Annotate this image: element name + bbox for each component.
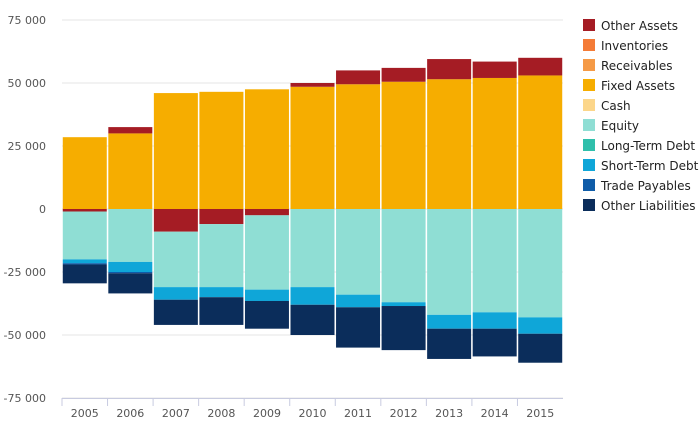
x-tick-label: 2014: [481, 407, 509, 420]
legend-label[interactable]: Other Liabilities: [601, 199, 696, 213]
y-tick-label: -50 000: [4, 329, 46, 342]
legend-swatch: [583, 79, 595, 91]
bar-segment-short-term-debt: [244, 289, 289, 301]
y-tick-label: 25 000: [8, 140, 47, 153]
x-tick-label: 2009: [253, 407, 281, 420]
bar-segment-fixed-assets: [153, 93, 198, 209]
x-tick-label: 2015: [526, 407, 554, 420]
bar-segment-short-term-debt: [62, 259, 107, 264]
x-tick-label: 2008: [207, 407, 235, 420]
bar-segment-equity: [244, 215, 289, 290]
bar-segment-equity: [381, 209, 426, 303]
bar-segment-other-assets: [381, 67, 426, 82]
bar-segment-short-term-debt: [199, 287, 244, 298]
bar-segment-other-liabilities: [244, 300, 289, 329]
legend-label[interactable]: Trade Payables: [600, 179, 691, 193]
legend-swatch: [583, 39, 595, 51]
bar-segment-fixed-assets: [381, 81, 426, 209]
legend-label[interactable]: Long-Term Debt: [601, 139, 695, 153]
bar-segment-fixed-assets: [472, 77, 517, 210]
bar-segment-equity: [290, 209, 335, 288]
bar-segment-other-assets: [427, 59, 472, 80]
bar-segment-short-term-debt: [290, 287, 335, 305]
bar-segment-trade-payables: [108, 272, 153, 274]
bar-segment-fixed-assets: [108, 133, 153, 209]
bar-segment-other-liabilities: [518, 333, 563, 363]
legend-swatch: [583, 119, 595, 131]
y-tick-label: 75 000: [8, 14, 47, 27]
bar-segment-equity: [472, 209, 517, 313]
legend-label[interactable]: Cash: [601, 99, 631, 113]
bar-segment-short-term-debt: [153, 287, 198, 300]
legend-swatch: [583, 159, 595, 171]
legend-swatch: [583, 199, 595, 211]
x-tick-label: 2006: [116, 407, 144, 420]
x-tick-label: 2007: [162, 407, 190, 420]
legend-label[interactable]: Equity: [601, 119, 639, 133]
bar-segment-other-assets: [62, 209, 107, 212]
bar-segment-short-term-debt: [108, 261, 153, 272]
bar-segment-equity: [427, 209, 472, 315]
bar-stacks: [62, 57, 563, 363]
bar-segment-short-term-debt: [381, 302, 426, 307]
bar-segment-other-assets: [153, 209, 198, 232]
legend-label[interactable]: Fixed Assets: [601, 79, 675, 93]
bar-segment-equity: [199, 224, 244, 288]
bar-segment-fixed-assets: [62, 137, 107, 209]
bar-segment-other-liabilities: [472, 328, 517, 357]
x-tick-label: 2013: [435, 407, 463, 420]
bar-segment-other-assets: [108, 127, 153, 134]
legend: Other Assets Inventories Receivables Fixed …: [583, 19, 699, 213]
y-tick-label: -25 000: [4, 266, 46, 279]
bar-segment-other-liabilities: [381, 306, 426, 351]
y-tick-label: 50 000: [8, 77, 47, 90]
bar-segment-other-assets: [472, 61, 517, 78]
legend-label[interactable]: Short-Term Debt: [601, 159, 699, 173]
bar-segment-other-assets: [336, 70, 381, 85]
bar-segment-equity: [62, 211, 107, 260]
bar-segment-fixed-assets: [244, 89, 289, 209]
bar-segment-fixed-assets: [427, 79, 472, 209]
bar-segment-other-assets: [244, 209, 289, 216]
bar-segment-short-term-debt: [427, 314, 472, 329]
legend-swatch: [583, 179, 595, 191]
legend-label[interactable]: Receivables: [601, 59, 673, 73]
x-tick-label: 2005: [71, 407, 99, 420]
bar-segment-fixed-assets: [199, 91, 244, 209]
legend-swatch: [583, 139, 595, 151]
bar-segment-trade-payables: [62, 263, 107, 265]
x-tick-label: 2010: [299, 407, 327, 420]
bar-segment-short-term-debt: [518, 317, 563, 334]
bar-segment-other-assets: [518, 57, 563, 76]
bar-segment-fixed-assets: [290, 86, 335, 209]
bar-segment-other-liabilities: [199, 297, 244, 325]
legend-label[interactable]: Other Assets: [601, 19, 678, 33]
bar-segment-short-term-debt: [472, 312, 517, 329]
bar-segment-other-assets: [290, 83, 335, 87]
bar-segment-short-term-debt: [336, 294, 381, 308]
x-tick-label: 2011: [344, 407, 372, 420]
legend-label[interactable]: Inventories: [601, 39, 668, 53]
legend-swatch: [583, 99, 595, 111]
bar-segment-other-liabilities: [62, 264, 107, 284]
bar-segment-fixed-assets: [336, 84, 381, 209]
bar-segment-other-assets: [199, 209, 244, 225]
y-tick-label: -75 000: [4, 392, 46, 405]
axes: 75 000 50 000 25 000 0 -25 000 -50 000 -75 000…: [4, 14, 563, 420]
bar-segment-other-liabilities: [290, 304, 335, 335]
bar-segment-equity: [108, 209, 153, 262]
y-tick-label: 0: [39, 203, 46, 216]
legend-swatch: [583, 59, 595, 71]
bar-segment-other-liabilities: [427, 328, 472, 359]
bar-segment-other-liabilities: [336, 307, 381, 348]
bar-segment-equity: [153, 231, 198, 288]
bar-segment-other-liabilities: [153, 299, 198, 325]
x-tick-label: 2012: [390, 407, 418, 420]
bar-segment-equity: [518, 209, 563, 318]
bar-segment-equity: [336, 209, 381, 295]
bar-segment-other-liabilities: [108, 273, 153, 294]
legend-swatch: [583, 19, 595, 31]
bar-segment-fixed-assets: [518, 75, 563, 209]
